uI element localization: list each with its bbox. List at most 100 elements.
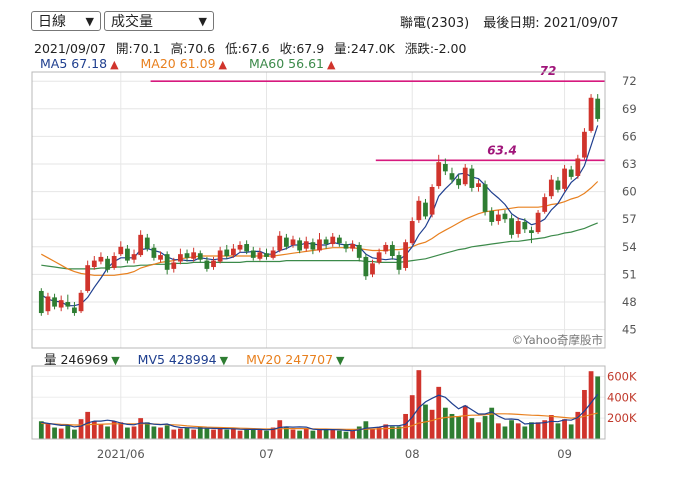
ma20-legend: MA20 61.09 ▲ (141, 56, 227, 71)
candle-body (72, 307, 77, 314)
candle-body (555, 180, 561, 190)
candle-body (509, 218, 514, 235)
chart-title: 聯電(2303) 最後日期: 2021/09/07 (400, 12, 619, 31)
candle (436, 154, 442, 189)
indicator-select[interactable]: 成交量 ▼ (104, 11, 214, 31)
volume-bar (237, 430, 243, 439)
price-tick-label: 60 (622, 185, 637, 199)
volume-bar (250, 428, 256, 439)
candle (317, 233, 322, 253)
volume-bar (178, 428, 183, 439)
vol-legend: 量 246969 ▼ (44, 352, 120, 367)
volume-legend: 量 246969 ▼ MV5 428994 ▼ MV20 247707 ▼ (44, 349, 359, 368)
volume-bar (416, 370, 422, 439)
mv5-line (41, 393, 599, 432)
volume-bar (529, 422, 534, 439)
price-tick-label: 51 (622, 267, 637, 281)
candle (237, 241, 243, 253)
candle-body (310, 242, 316, 250)
volume-bar (310, 430, 316, 439)
mv20-trend-icon: ▼ (336, 354, 345, 367)
candle-body (568, 169, 574, 177)
volume-bar (72, 429, 77, 439)
ma5-legend: MA5 67.18 ▲ (40, 56, 119, 71)
candle (403, 239, 408, 271)
volume-bar (91, 421, 97, 439)
volume-bar (317, 428, 322, 439)
candle-body (575, 158, 581, 176)
candle (588, 94, 594, 133)
candle-body (257, 252, 263, 259)
candle (370, 259, 375, 278)
volume-bar (582, 389, 587, 439)
candle-body (515, 221, 521, 234)
price-level-label: 63.4 (487, 143, 517, 157)
candle (151, 244, 157, 261)
chart-grid (32, 72, 605, 439)
candle-body (244, 244, 250, 252)
candlesticks (38, 94, 601, 316)
volume-bar (429, 409, 435, 439)
candle (522, 218, 528, 233)
candle-body (184, 253, 190, 258)
date-tick-label: 08 (405, 447, 420, 461)
price-tick-label: 57 (622, 212, 637, 226)
candle (85, 260, 91, 293)
candle-body (231, 248, 236, 256)
volume-bar (264, 430, 269, 439)
vol-label: 量 246969 (44, 352, 109, 367)
candle (429, 184, 435, 218)
last-date: 2021/09/07 (543, 16, 619, 31)
candle (204, 256, 210, 272)
volume-bar (158, 427, 163, 439)
candle (264, 248, 269, 260)
candle (582, 128, 587, 160)
candle-body (502, 213, 508, 220)
volume-bar (336, 430, 342, 439)
volume-bar (52, 427, 57, 439)
candle-body (429, 187, 435, 215)
candle (595, 94, 601, 122)
volume-panel-frame (31, 365, 606, 440)
candle-body (482, 184, 488, 212)
candle-body (297, 240, 303, 251)
volume-bar (403, 413, 408, 439)
candle (396, 251, 402, 275)
volume-bar (442, 407, 448, 439)
candle (231, 244, 236, 258)
candle (65, 294, 71, 310)
candle (118, 241, 124, 256)
candle-body (85, 265, 91, 291)
candle (211, 256, 216, 270)
volume-bar (383, 424, 389, 439)
volume-bar (297, 430, 303, 439)
candle-body (131, 254, 137, 260)
volume-bar (204, 428, 210, 439)
candle-body (105, 258, 110, 270)
candle-body (204, 260, 210, 269)
candle-body (363, 256, 369, 277)
price-level-label: 72 (540, 64, 557, 78)
mv5-legend: MV5 428994 ▼ (138, 352, 228, 367)
candle (555, 176, 561, 193)
candle-body (191, 252, 197, 259)
volume-tick-label: 200K (607, 411, 637, 425)
volume-tick-label: 400K (607, 390, 637, 404)
volume-bar (125, 427, 130, 439)
candle (164, 251, 170, 275)
volume-bar (330, 429, 336, 439)
ma5-trend-icon: ▲ (110, 58, 119, 71)
candle (568, 165, 574, 180)
candle-body (469, 168, 475, 188)
volume-bar (356, 426, 362, 439)
candle-body (389, 244, 395, 256)
mv5-trend-icon: ▼ (219, 354, 229, 367)
candle (244, 240, 250, 255)
period-select[interactable]: 日線 ▼ (31, 11, 101, 31)
candle (548, 175, 554, 199)
candle (529, 226, 534, 244)
info-close: 收:67.9 (279, 41, 325, 56)
mv20-label: MV20 247707 (246, 352, 334, 367)
candle (542, 193, 548, 214)
